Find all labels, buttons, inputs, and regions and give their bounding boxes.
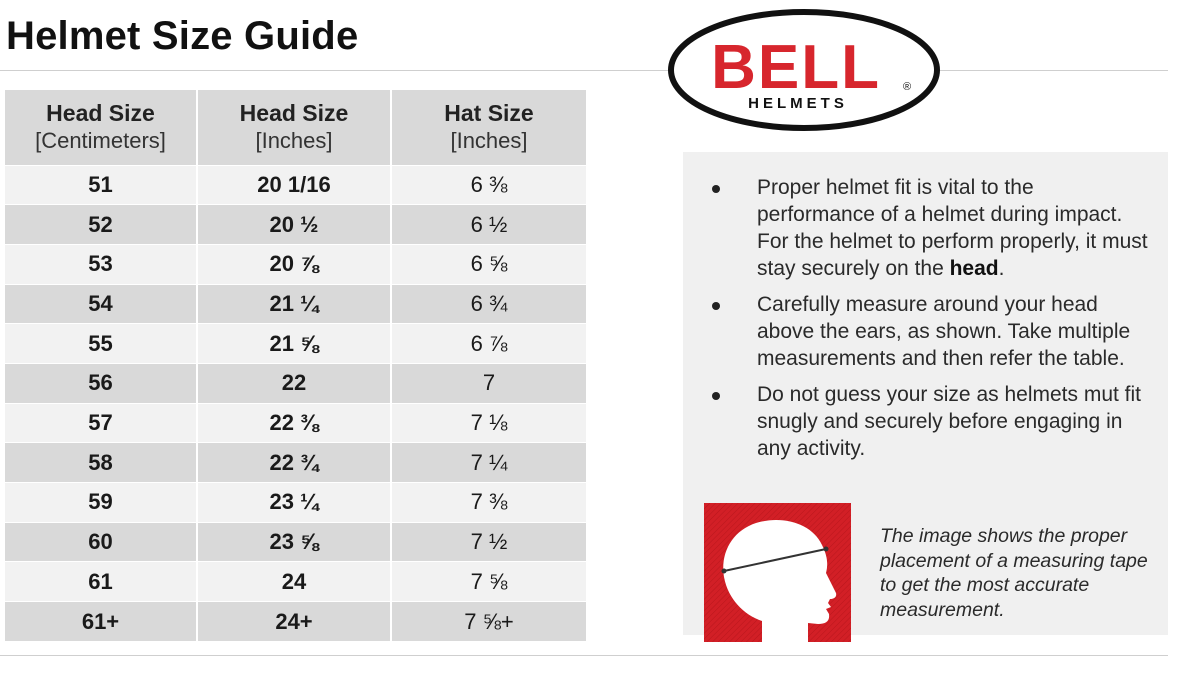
cell-inches: 22 ⅜ [197, 402, 392, 443]
cell-hat-size: 6 ⅞ [391, 323, 586, 364]
cell-inches: 22 ¾ [197, 442, 392, 483]
logo-subtitle: HELMETS [748, 95, 848, 112]
bullet-icon [712, 392, 720, 400]
column-title: Hat Size [444, 100, 534, 127]
column-title: Head Size [46, 100, 155, 127]
cell-inches: 20 1/16 [197, 164, 392, 205]
cell-cm: 52 [5, 204, 198, 245]
logo-registered-mark: ® [903, 81, 911, 93]
table-row: 61 24 7 ⅝ [5, 561, 586, 602]
cell-hat-size: 6 ⅝ [391, 243, 586, 285]
column-header-inches: Head Size [Inches] [197, 90, 392, 165]
cell-inches: 22 [197, 362, 392, 404]
cell-cm: 56 [5, 362, 198, 404]
bullet-text: Carefully measure around your head above… [757, 293, 1131, 370]
list-item: Do not guess your size as helmets mut fi… [683, 381, 1168, 462]
info-panel: Proper helmet fit is vital to the perfor… [683, 152, 1168, 642]
table-header-row: Head Size [Centimeters] Head Size [Inche… [5, 90, 586, 165]
cell-cm: 57 [5, 402, 198, 443]
cell-hat-size: 7 ¼ [391, 442, 586, 483]
table-row: 56 22 7 [5, 362, 586, 404]
logo-brand: BELL [711, 33, 881, 102]
size-table: Head Size [Centimeters] Head Size [Inche… [5, 90, 586, 642]
cell-hat-size: 7 ⅝ [391, 561, 586, 602]
bullet-tail: . [998, 257, 1005, 280]
cell-hat-size: 6 ⅜ [391, 164, 586, 205]
cell-cm: 61+ [5, 601, 198, 642]
cell-hat-size: 7 ⅝+ [391, 601, 586, 642]
cell-cm: 54 [5, 283, 198, 324]
cell-hat-size: 7 ⅛ [391, 402, 586, 443]
bullet-text: Do not guess your size as helmets mut fi… [757, 383, 1141, 460]
cell-cm: 53 [5, 243, 198, 285]
cell-hat-size: 7 ½ [391, 521, 586, 562]
page-title: Helmet Size Guide [6, 14, 359, 58]
bottom-divider [0, 655, 1168, 656]
cell-hat-size: 6 ½ [391, 204, 586, 245]
cell-inches: 20 ⅞ [197, 243, 392, 285]
column-unit: [Inches] [450, 128, 528, 154]
cell-hat-size: 7 ⅜ [391, 482, 586, 523]
column-unit: [Centimeters] [35, 128, 166, 154]
cell-inches: 21 ⅝ [197, 323, 392, 364]
cell-inches: 24 [197, 561, 392, 602]
bell-helmets-logo: BELL ® HELMETS [668, 9, 940, 131]
bullet-icon [712, 185, 720, 193]
cell-cm: 58 [5, 442, 198, 483]
cell-cm: 61 [5, 561, 198, 602]
list-item: Proper helmet fit is vital to the perfor… [683, 174, 1168, 282]
cell-inches: 23 ¼ [197, 482, 392, 523]
cell-cm: 59 [5, 482, 198, 523]
cell-hat-size: 7 [391, 362, 586, 404]
bullet-text: Proper helmet fit is vital to the perfor… [757, 176, 1148, 280]
fit-instructions-list: Proper helmet fit is vital to the perfor… [683, 174, 1168, 471]
column-header-hat-size: Hat Size [Inches] [391, 90, 586, 165]
bullet-emphasis: head [949, 257, 999, 280]
cell-cm: 55 [5, 323, 198, 364]
cell-inches: 20 ½ [197, 204, 392, 245]
head-measurement-icon [704, 503, 851, 642]
column-unit: [Inches] [255, 128, 333, 154]
column-title: Head Size [239, 100, 349, 127]
bullet-icon [712, 302, 720, 310]
image-caption: The image shows the proper placement of … [880, 525, 1148, 621]
table-row: 61+ 24+ 7 ⅝+ [5, 601, 586, 642]
top-divider [0, 70, 1168, 71]
cell-inches: 21 ¼ [197, 283, 392, 324]
cell-inches: 23 ⅝ [197, 521, 392, 562]
list-item: Carefully measure around your head above… [683, 291, 1168, 372]
cell-cm: 51 [5, 164, 198, 205]
cell-hat-size: 6 ¾ [391, 283, 586, 324]
column-header-cm: Head Size [Centimeters] [5, 90, 198, 165]
table-row: 51 20 1/16 6 ⅜ [5, 164, 586, 205]
cell-cm: 60 [5, 521, 198, 562]
cell-inches: 24+ [197, 601, 392, 642]
